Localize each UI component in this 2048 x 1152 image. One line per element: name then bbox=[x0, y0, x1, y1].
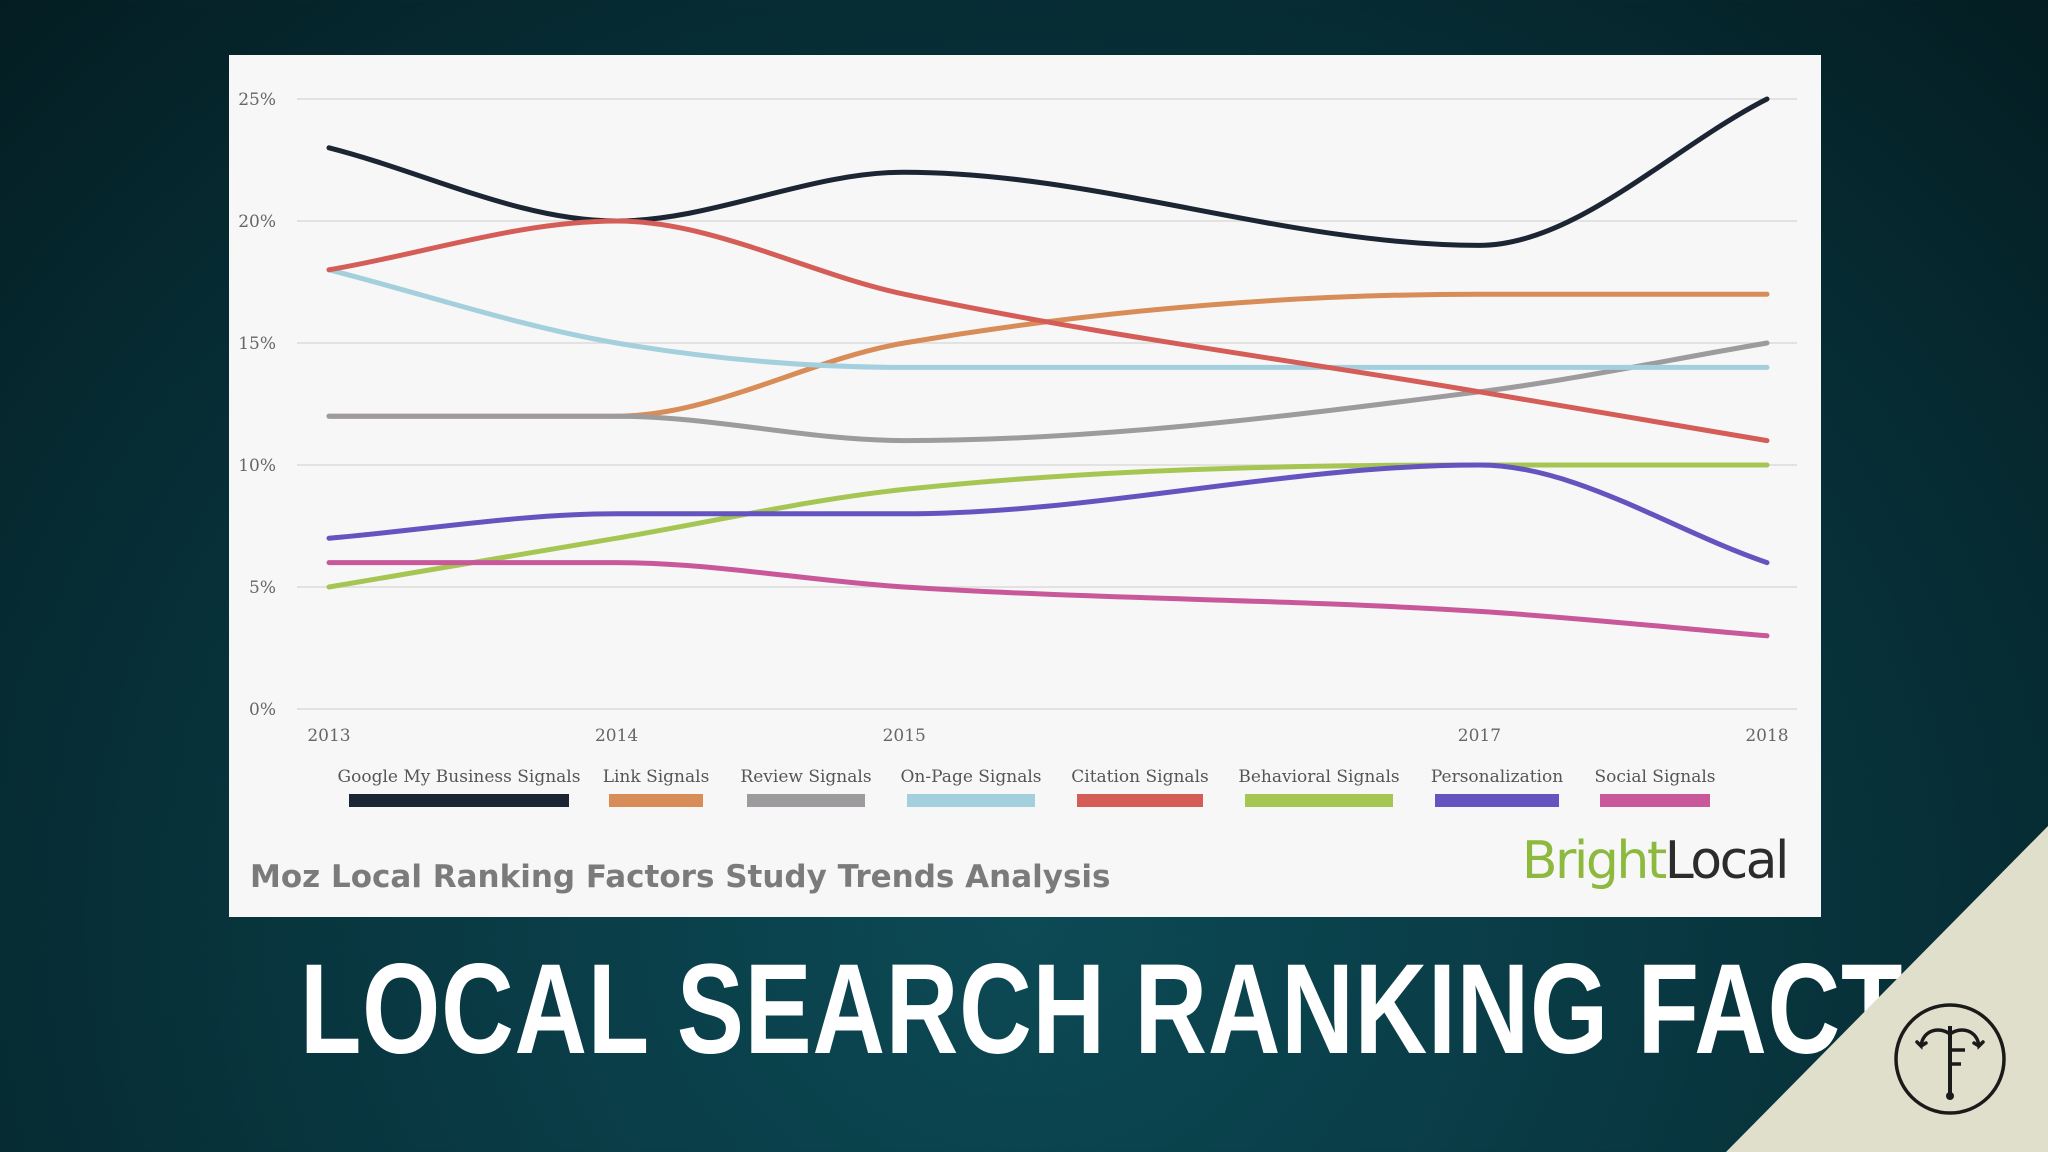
legend-label-review-signals: Review Signals bbox=[740, 767, 871, 787]
brand-logo-part2: Local bbox=[1664, 831, 1790, 891]
legend-label-link-signals: Link Signals bbox=[603, 767, 710, 787]
line-chart: 0% 5% 10% 15% 20% 25% 2013 2014 2015 2017 2018 Go… bbox=[238, 90, 1797, 807]
y-axis-ticks: 0% 5% 10% 15% 20% 25% bbox=[238, 90, 276, 720]
legend-label-social-signals: Social Signals bbox=[1594, 767, 1715, 787]
y-tick-label: 10% bbox=[238, 456, 276, 476]
chart-card: 0% 5% 10% 15% 20% 25% 2013 2014 2015 2017 2018 Go… bbox=[229, 55, 1821, 917]
legend-swatch-behavioral-signals bbox=[1245, 794, 1393, 807]
y-tick-label: 25% bbox=[238, 90, 276, 110]
y-tick-label: 20% bbox=[238, 212, 276, 232]
legend: Google My Business Signals Link Signals Re… bbox=[338, 767, 1716, 807]
legend-swatch-on-page-signals bbox=[907, 794, 1035, 807]
x-tick-label: 2014 bbox=[595, 726, 638, 746]
series-lines bbox=[326, 96, 1770, 639]
legend-swatch-link-signals bbox=[609, 794, 703, 807]
series-line-review-signals bbox=[326, 340, 1770, 444]
legend-label-personalization: Personalization bbox=[1431, 767, 1563, 787]
legend-label-behavioral-signals: Behavioral Signals bbox=[1238, 767, 1399, 787]
x-tick-label: 2015 bbox=[883, 726, 926, 746]
legend-label-on-page-signals: On-Page Signals bbox=[901, 767, 1042, 787]
series-line-social-signals bbox=[326, 560, 1770, 639]
x-tick-label: 2013 bbox=[307, 726, 350, 746]
series-line-personalization bbox=[326, 462, 1770, 566]
legend-swatch-google-my-business-signals bbox=[349, 794, 569, 807]
series-line-link-signals bbox=[326, 291, 1770, 419]
x-tick-label: 2017 bbox=[1458, 726, 1501, 746]
legend-swatch-social-signals bbox=[1600, 794, 1710, 807]
grid-lines bbox=[297, 98, 1797, 710]
corner-triangle bbox=[1726, 826, 2048, 1152]
legend-swatch-review-signals bbox=[747, 794, 865, 807]
series-line-on-page-signals bbox=[326, 267, 1770, 370]
y-tick-label: 0% bbox=[249, 700, 276, 720]
x-tick-label: 2018 bbox=[1745, 726, 1788, 746]
legend-swatch-personalization bbox=[1435, 794, 1559, 807]
series-line-citation-signals bbox=[326, 218, 1770, 444]
brand-logo-part1: Bright bbox=[1521, 831, 1667, 891]
anchor-monogram-icon bbox=[1894, 1003, 2006, 1115]
y-tick-label: 15% bbox=[238, 334, 276, 354]
series-line-google-my-business-signals bbox=[326, 96, 1770, 248]
series-line-behavioral-signals bbox=[326, 462, 1770, 590]
legend-label-google-my-business-signals: Google My Business Signals bbox=[338, 767, 581, 787]
legend-label-citation-signals: Citation Signals bbox=[1071, 767, 1208, 787]
legend-swatch-citation-signals bbox=[1077, 794, 1203, 807]
page-title: LOCAL SEARCH RANKING FACTORS bbox=[300, 938, 2048, 1081]
x-axis-ticks: 2013 2014 2015 2017 2018 bbox=[307, 726, 1788, 746]
brightlocal-logo: BrightLocal bbox=[1522, 835, 1790, 887]
y-tick-label: 5% bbox=[249, 578, 276, 598]
chart-caption: Moz Local Ranking Factors Study Trends A… bbox=[250, 859, 1111, 895]
